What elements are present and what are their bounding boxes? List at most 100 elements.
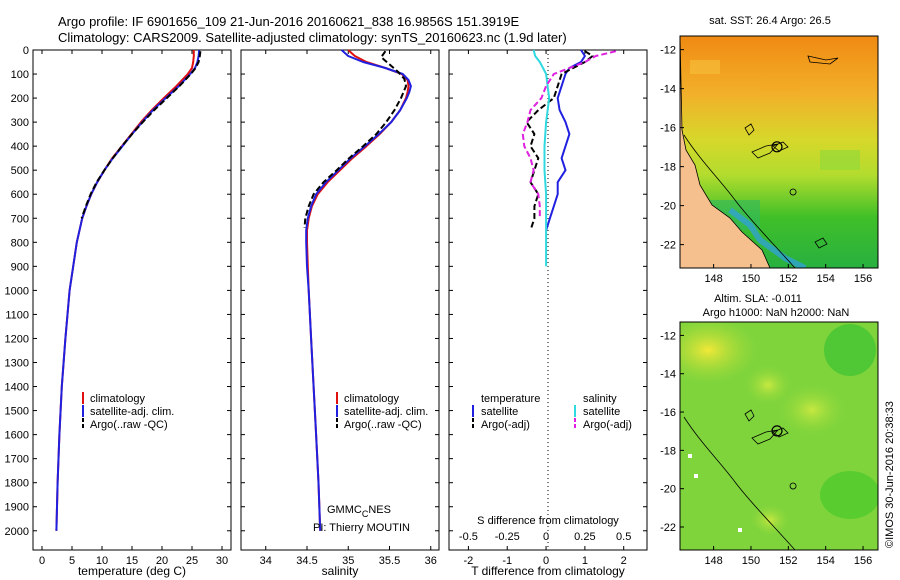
float-position-marker <box>771 425 783 437</box>
temperature-panel: 0100200300400500600700800900100011001200… <box>5 45 232 578</box>
s-tick-label: -0.5 <box>459 531 478 543</box>
x-tick-label: 10 <box>96 555 108 567</box>
difference-x-axis: -2 -1 0 1 2 -0.5 -0.25 0 0.25 0.5 <box>459 50 631 567</box>
legend-climatology-label: climatology <box>344 393 400 405</box>
legend-sal-satellite-label: satellite <box>583 406 620 418</box>
x-tick-label: -2 <box>464 555 474 567</box>
sla-map-title-2: Argo h1000: NaN h2000: NaN <box>703 307 850 319</box>
sla-high <box>778 384 846 436</box>
legend-argo-label: Argo(..raw -QC) <box>344 419 422 431</box>
land-mask-pixel <box>738 528 742 532</box>
lon-tick-label: 148 <box>704 555 722 567</box>
legend-temperature-heading: temperature <box>481 393 540 405</box>
sst-patch <box>760 80 800 90</box>
legend-salinity-heading: salinity <box>583 393 617 405</box>
sst-patch <box>690 60 720 74</box>
sla-high <box>680 322 758 384</box>
s-tick-label: 0.25 <box>574 531 595 543</box>
series-line-argo-raw-qc- <box>303 50 407 228</box>
s-tick-label: 0.5 <box>616 531 631 543</box>
temperature-axes-frame <box>32 49 232 551</box>
depth-tick-label: 1600 <box>5 430 29 442</box>
lat-tick-label: -12 <box>660 330 676 342</box>
x-tick-label: 2 <box>621 555 627 567</box>
x-tick-label: 36 <box>425 555 437 567</box>
sla-high <box>744 365 792 405</box>
salinity-xlabel: salinity <box>322 564 359 578</box>
difference-depth-ticks <box>449 49 647 532</box>
sla-low <box>824 324 876 376</box>
series-line-salinity-satellite <box>532 49 551 267</box>
lat-tick-label: -12 <box>660 45 676 57</box>
x-tick-label: 1 <box>582 555 588 567</box>
x-tick-label: 34.5 <box>296 555 317 567</box>
s-tick-label: -0.25 <box>495 531 520 543</box>
depth-tick-label: 1800 <box>5 478 29 490</box>
depth-tick-label: 900 <box>11 261 29 273</box>
sla-low <box>820 471 878 519</box>
salinity-panel: 34 34.5 35 35.5 36 salinity climatology sate… <box>240 49 440 578</box>
figure-title-line1: Argo profile: IF 6901656_109 21-Jun-2016… <box>58 14 519 29</box>
salinity-x-axis: 34 34.5 35 35.5 36 <box>260 50 437 567</box>
legend-temp-argo-label: Argo(-adj) <box>481 419 530 431</box>
sst-patch <box>820 150 860 170</box>
series-line-argo-raw-qc- <box>80 51 202 219</box>
depth-tick-label: 1200 <box>5 333 29 345</box>
temperature-legend: climatology satellite-adj. clim. Argo(..… <box>82 392 174 431</box>
legend-argo-label: Argo(..raw -QC) <box>90 419 168 431</box>
depth-tick-label: 500 <box>11 165 29 177</box>
imos-watermark: ©IMOS 30-Jun-2016 20:38:33 <box>884 401 896 548</box>
lat-tick-label: -22 <box>660 240 676 252</box>
lat-tick-label: -20 <box>660 484 676 496</box>
x-tick-label: 35 <box>342 555 354 567</box>
x-tick-label: 15 <box>126 555 138 567</box>
pi-credit: PI: Thierry MOUTIN <box>313 522 410 534</box>
gmmc-logo-text: GMMCCNES <box>327 504 391 519</box>
salinity-series <box>303 49 412 531</box>
temperature-x-axis: 0 5 10 15 20 25 30 <box>39 50 228 567</box>
sla-map-title-1: Altim. SLA: -0.011 <box>714 293 802 305</box>
lat-tick-label: -20 <box>660 201 676 213</box>
x-tick-label: 0 <box>39 555 45 567</box>
difference-panel: -2 -1 0 1 2 -0.5 -0.25 0 0.25 0.5 S difference fr… <box>448 49 648 578</box>
shelf-contour <box>683 134 796 268</box>
lon-tick-label: 156 <box>854 273 872 285</box>
series-line-satellite-adj-clim- <box>305 49 412 531</box>
depth-tick-label: 700 <box>11 213 29 225</box>
lat-tick-label: -14 <box>660 84 676 96</box>
depth-axis: 0 100 200 300 400 500 600 700 800 900 1000 1100 1200… <box>5 45 231 538</box>
x-tick-label: 5 <box>69 555 75 567</box>
difference-legend: temperature salinity satellite Argo(-adj… <box>472 393 632 431</box>
legend-sal-argo-label: Argo(-adj) <box>583 419 632 431</box>
reefs <box>789 55 839 249</box>
land-mask-pixel <box>694 474 698 478</box>
depth-tick-label: 1100 <box>5 309 29 321</box>
lat-tick-label: -18 <box>660 445 676 457</box>
legend-satellite-label: satellite-adj. clim. <box>344 406 428 418</box>
x-tick-label: 20 <box>156 555 168 567</box>
lat-tick-label: -16 <box>660 407 676 419</box>
x-tick-label: 0 <box>543 555 549 567</box>
lon-tick-label: 154 <box>817 273 835 285</box>
lon-tick-label: 152 <box>779 555 797 567</box>
lon-tick-label: 148 <box>704 273 722 285</box>
depth-tick-label: 400 <box>11 141 29 153</box>
lon-tick-label: 150 <box>742 555 760 567</box>
sla-coast-field <box>680 322 770 550</box>
legend-temp-satellite-label: satellite <box>481 406 518 418</box>
sla-map-frame <box>679 321 879 551</box>
x-tick-label: 25 <box>186 555 198 567</box>
depth-tick-label: 800 <box>11 237 29 249</box>
sst-map-ticks: 148 150 152 154 156 -12 -14 -16 -18 -20 -22 <box>660 45 872 285</box>
s-tick-label: 0 <box>543 531 549 543</box>
sst-map: sat. SST: 26.4 Argo: 26.5 148 150 152 154 15… <box>660 15 879 285</box>
x-tick-label: 35.5 <box>379 555 400 567</box>
legend-climatology-label: climatology <box>90 393 146 405</box>
depth-tick-label: 200 <box>11 93 29 105</box>
lon-tick-label: 150 <box>742 273 760 285</box>
reefs <box>744 123 789 159</box>
difference-series <box>521 49 617 267</box>
lon-tick-label: 154 <box>817 555 835 567</box>
salinity-axes-frame <box>240 49 440 551</box>
